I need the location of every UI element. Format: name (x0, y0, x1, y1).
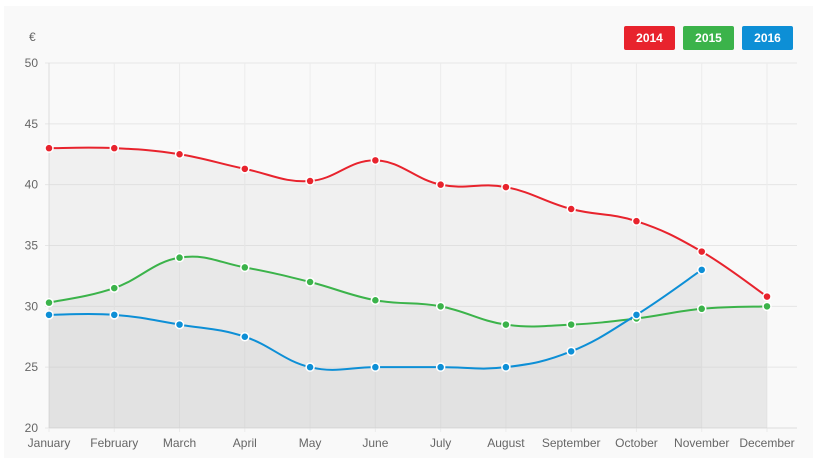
point-2015 (696, 304, 707, 314)
legend-item-2016[interactable]: 2016 (742, 26, 793, 50)
point-2014 (174, 149, 185, 159)
line-2014 (48, 146, 768, 298)
point-2014 (696, 246, 707, 257)
chart-panel (4, 6, 813, 458)
x-tick-label: December (739, 436, 794, 450)
x-tick-label: July (430, 436, 451, 450)
point-2015 (566, 319, 576, 330)
point-2015 (305, 277, 315, 287)
point-2015 (44, 297, 54, 308)
y-tick-label: 25 (25, 360, 39, 374)
point-2014 (44, 143, 54, 153)
y-tick-label: 45 (25, 117, 39, 131)
point-2016 (305, 362, 315, 372)
point-2015 (435, 301, 446, 312)
point-2014 (435, 179, 446, 190)
legend: 2014 2015 2016 (624, 26, 793, 50)
y-tick-label: 30 (25, 299, 39, 313)
y-tick-label: 20 (25, 421, 39, 435)
x-tick-label: January (28, 436, 71, 450)
legend-item-2015[interactable]: 2015 (683, 26, 734, 50)
point-2014 (566, 204, 576, 214)
point-2016 (566, 346, 576, 357)
x-tick-label: April (233, 436, 257, 450)
y-tick-label: 50 (25, 56, 39, 70)
point-2014 (762, 291, 772, 302)
point-2014 (501, 182, 511, 192)
point-2015 (370, 295, 381, 305)
point-2016 (631, 310, 642, 320)
area-2016 (49, 269, 702, 428)
point-2016 (435, 362, 446, 372)
x-tick-label: May (299, 436, 322, 450)
x-tick-label: June (362, 436, 388, 450)
point-2016 (109, 310, 120, 320)
point-2016 (696, 265, 707, 275)
point-2016 (501, 362, 511, 372)
point-2016 (174, 319, 185, 330)
x-tick-label: August (487, 436, 525, 450)
x-tick-label: November (674, 436, 729, 450)
area-2015 (49, 256, 767, 428)
point-2015 (109, 283, 120, 293)
y-unit-label: € (29, 30, 36, 44)
x-tick-label: February (90, 436, 138, 450)
area-2014 (49, 147, 767, 429)
x-tick-label: October (615, 436, 658, 450)
point-2015 (501, 319, 511, 330)
point-2016 (370, 362, 381, 372)
point-2014 (240, 164, 250, 174)
y-tick-label: 40 (25, 178, 39, 192)
point-2014 (109, 143, 120, 153)
y-tick-label: 35 (25, 239, 39, 253)
point-2015 (240, 262, 250, 273)
point-2015 (762, 301, 772, 312)
point-2015 (174, 252, 185, 263)
x-tick-label: March (163, 436, 196, 450)
point-2016 (44, 310, 54, 320)
point-2014 (370, 155, 381, 166)
point-2016 (240, 332, 250, 342)
point-2014 (631, 216, 642, 226)
point-2014 (305, 176, 315, 186)
legend-item-2014[interactable]: 2014 (624, 26, 675, 50)
x-tick-label: September (542, 436, 601, 450)
line-2015 (48, 255, 768, 328)
